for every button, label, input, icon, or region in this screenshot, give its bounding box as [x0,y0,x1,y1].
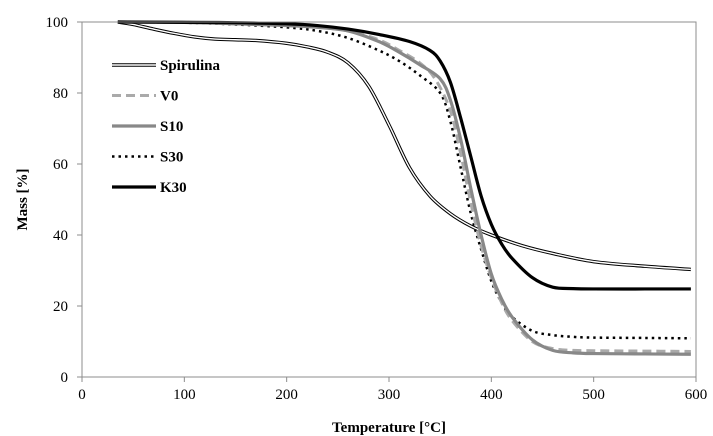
legend-label: S10 [160,119,183,135]
x-tick-label: 600 [685,387,708,403]
series-spirulina-line [117,20,691,272]
legend-label: Spirulina [160,58,221,74]
x-axis-label: Temperature [°C] [332,420,446,436]
series-s30-line [117,20,691,340]
x-tick-label: 0 [78,387,86,403]
legend-item-s30: S30 [112,150,183,166]
y-tick-label: 60 [53,157,68,173]
y-tick-label: 80 [53,86,68,102]
x-tick-label: 200 [275,387,298,403]
plot-area [117,20,691,356]
legend-item-s10: S10 [112,119,183,135]
legend-item-k30: K30 [112,180,187,196]
legend-item-v0: V0 [112,89,178,105]
legend: Spirulina V0 S10 S30 K30 [112,58,221,196]
plot-frame [81,21,697,378]
series-s10-line [117,20,691,356]
legend-label: K30 [160,180,187,196]
legend-item-spirulina: Spirulina [112,58,221,74]
axes: 0 100 200 300 400 500 600 0 20 40 60 80 100 [46,15,708,403]
x-tick-label: 300 [378,387,401,403]
y-tick-label: 0 [61,370,69,386]
x-tick-label: 100 [173,387,196,403]
x-tick-label: 500 [582,387,605,403]
x-tick-label: 400 [480,387,503,403]
y-tick-label: 20 [53,299,68,315]
legend-label: V0 [160,89,178,105]
series-k30-line [117,20,691,291]
y-axis-label: Mass [%] [15,168,31,230]
y-tick-label: 100 [46,15,69,31]
legend-label: S30 [160,150,183,166]
y-tick-label: 40 [53,228,68,244]
